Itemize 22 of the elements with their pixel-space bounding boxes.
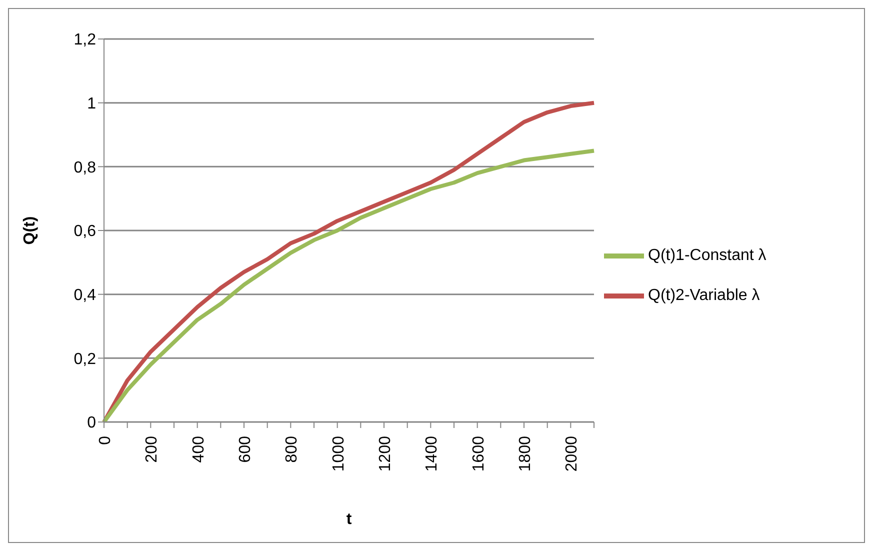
- legend-label: Q(t)2-Variable λ: [648, 286, 760, 304]
- y-tick-label: 0,2: [74, 350, 96, 368]
- x-tick-label: 1000: [330, 436, 348, 472]
- y-tick-label: 0,8: [74, 159, 96, 176]
- x-tick-label: 0: [97, 436, 114, 445]
- x-tick-label: 600: [237, 436, 254, 463]
- legend-label: Q(t)1-Constant λ: [648, 246, 766, 264]
- y-tick-label: 1,2: [74, 32, 96, 49]
- x-tick-label: 400: [190, 436, 208, 463]
- y-tick-label: 0,6: [74, 223, 96, 240]
- x-tick-label: 200: [144, 436, 161, 463]
- y-tick-label: 0: [87, 414, 96, 432]
- x-tick-label: 1600: [470, 436, 488, 472]
- x-tick-label: 2000: [564, 436, 581, 472]
- x-tick-label: 1200: [377, 436, 394, 472]
- y-tick-label: 1: [87, 96, 96, 113]
- x-tick-label: 800: [284, 436, 301, 463]
- y-tick-label: 0,4: [74, 287, 96, 304]
- x-tick-label: 1800: [517, 436, 534, 472]
- x-tick-label: 1400: [424, 436, 441, 472]
- y-axis-title: Q(t): [22, 216, 39, 245]
- x-axis-title: t: [346, 511, 352, 528]
